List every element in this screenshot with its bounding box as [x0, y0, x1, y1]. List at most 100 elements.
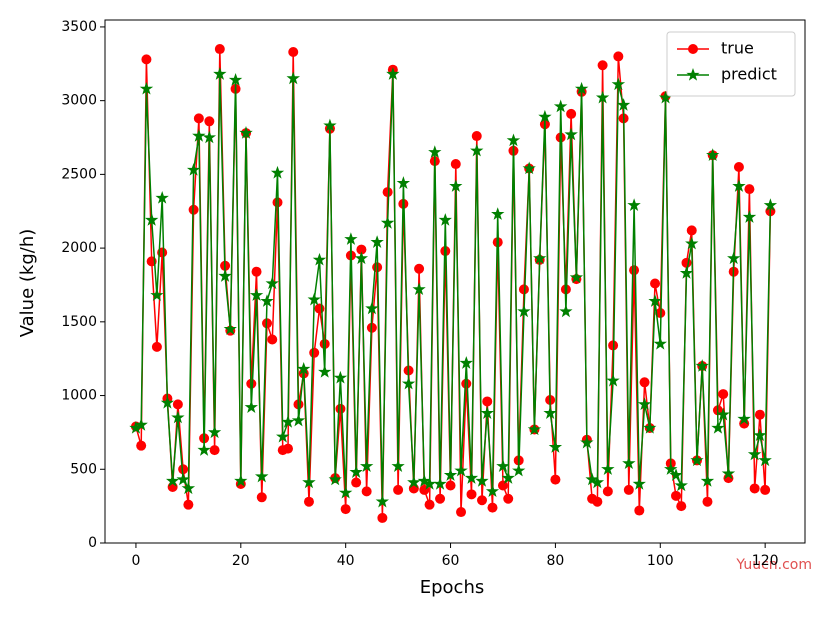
- point: [328, 472, 342, 486]
- point: [386, 67, 400, 80]
- point: [223, 322, 237, 335]
- point: [335, 403, 346, 414]
- point: [377, 512, 388, 523]
- point: [204, 116, 215, 127]
- point: [503, 493, 514, 504]
- point: [747, 447, 762, 461]
- point: [501, 471, 515, 484]
- point: [543, 406, 557, 419]
- point: [700, 474, 715, 487]
- point: [354, 251, 369, 265]
- point: [202, 130, 217, 144]
- point: [433, 476, 447, 490]
- x-tick-label: 120: [752, 553, 779, 569]
- point: [454, 463, 468, 477]
- point: [183, 499, 194, 510]
- point: [351, 477, 362, 488]
- point: [643, 420, 657, 434]
- point: [629, 265, 640, 276]
- point: [470, 143, 484, 157]
- point: [449, 179, 463, 192]
- point: [459, 356, 473, 369]
- point: [297, 361, 311, 375]
- point: [564, 127, 578, 141]
- legend-label: predict: [721, 65, 777, 84]
- x-axis-label: Epochs: [420, 577, 485, 598]
- point: [461, 378, 472, 389]
- point: [255, 469, 269, 483]
- point: [706, 148, 720, 161]
- point: [538, 109, 552, 123]
- y-axis-label: Value (kg/h): [17, 229, 38, 338]
- y-tick-label: 1000: [61, 388, 97, 404]
- point: [590, 475, 605, 489]
- point: [506, 133, 521, 147]
- point: [197, 443, 211, 456]
- point: [690, 453, 704, 467]
- point: [471, 131, 482, 142]
- point: [151, 341, 162, 352]
- point: [464, 471, 479, 484]
- point: [144, 213, 159, 226]
- point: [580, 435, 594, 449]
- point: [518, 284, 529, 295]
- point: [176, 472, 190, 486]
- point: [613, 51, 624, 62]
- legend-label: true: [721, 39, 754, 58]
- point: [249, 288, 264, 301]
- point: [650, 278, 661, 289]
- point: [228, 72, 243, 86]
- point: [711, 420, 725, 434]
- point: [139, 81, 154, 95]
- x-tick-label: 60: [442, 553, 460, 569]
- legend-box: [666, 31, 796, 97]
- point: [401, 376, 416, 390]
- y-tick-label: 0: [88, 535, 97, 551]
- point: [214, 44, 225, 55]
- point: [569, 270, 584, 284]
- point: [566, 108, 577, 119]
- point: [424, 499, 435, 510]
- point: [193, 113, 204, 124]
- point: [318, 364, 332, 378]
- point: [192, 128, 206, 142]
- point: [685, 236, 699, 250]
- point: [309, 347, 320, 358]
- point: [732, 179, 746, 192]
- point: [172, 399, 183, 410]
- point: [251, 266, 262, 277]
- point: [407, 475, 421, 489]
- point: [323, 118, 337, 132]
- point: [485, 484, 500, 498]
- point: [634, 505, 645, 516]
- point: [550, 474, 561, 485]
- point: [480, 406, 494, 419]
- point: [443, 468, 458, 481]
- point: [428, 145, 442, 158]
- point: [270, 165, 285, 179]
- point: [639, 377, 650, 388]
- point: [695, 359, 710, 372]
- point: [627, 198, 641, 212]
- point: [171, 410, 185, 424]
- point: [186, 162, 201, 176]
- point: [276, 429, 290, 443]
- plot-frame: [104, 19, 806, 544]
- point: [527, 422, 542, 436]
- point: [333, 370, 348, 384]
- point: [601, 462, 615, 475]
- point: [375, 494, 390, 508]
- point: [497, 480, 508, 491]
- point: [256, 492, 267, 503]
- point: [438, 213, 452, 226]
- x-tick-label: 0: [131, 553, 140, 569]
- point: [165, 474, 180, 487]
- legend-marker: [688, 44, 698, 54]
- point: [475, 474, 489, 487]
- point: [737, 412, 751, 425]
- point: [522, 161, 536, 175]
- point: [356, 244, 367, 255]
- x-tick-label: 20: [232, 553, 250, 569]
- y-tick-label: 1500: [61, 314, 97, 330]
- x-tick-label: 80: [546, 553, 564, 569]
